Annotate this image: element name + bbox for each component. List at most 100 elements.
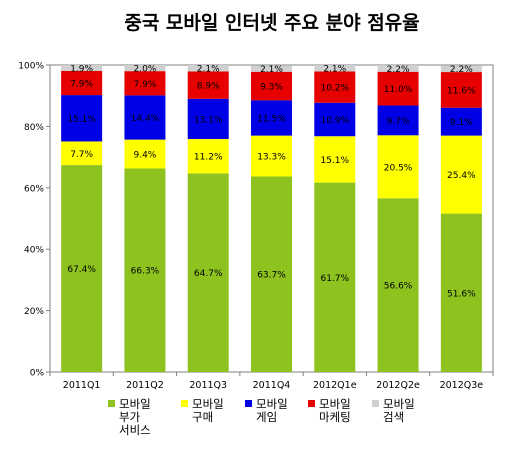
- bar-segment: [61, 65, 103, 71]
- y-tick-label: 20%: [24, 307, 44, 317]
- bar-segment: [251, 135, 292, 177]
- legend-label: 모바일: [256, 397, 288, 411]
- data-label: 9.7%: [387, 117, 410, 127]
- data-label: 67.4%: [67, 265, 96, 275]
- bar-segment: [187, 138, 229, 174]
- bar-segment: [251, 100, 292, 136]
- data-label: 7.9%: [133, 80, 156, 90]
- bar-segment: [61, 141, 103, 166]
- bar-segment: [377, 71, 419, 106]
- data-label: 13.1%: [194, 115, 223, 125]
- data-label: 10.2%: [320, 84, 349, 94]
- data-label: 7.7%: [70, 150, 93, 160]
- bar-segment: [124, 65, 166, 72]
- bar-segment: [377, 135, 419, 199]
- data-label: 63.7%: [257, 271, 286, 281]
- legend-swatch: [308, 400, 315, 407]
- bar-segment: [440, 65, 482, 73]
- data-label: 2.1%: [323, 65, 346, 75]
- data-label: 66.3%: [131, 267, 160, 277]
- data-label: 9.3%: [260, 83, 283, 93]
- legend-label: 부가: [119, 410, 141, 424]
- data-label: 11.0%: [384, 85, 413, 95]
- bar-segment: [314, 65, 356, 72]
- data-label: 2.1%: [260, 65, 283, 75]
- data-label: 8.9%: [197, 82, 220, 92]
- bar-segment: [314, 182, 356, 372]
- bar-segment: [124, 95, 166, 140]
- bar-segment: [440, 107, 482, 136]
- bar-segment: [61, 70, 103, 96]
- data-label: 61.7%: [320, 274, 349, 284]
- bar-segment: [314, 102, 356, 137]
- bar-segment: [251, 176, 292, 372]
- legend-swatch: [245, 400, 252, 407]
- bar-segment: [61, 165, 103, 372]
- data-label: 11.5%: [257, 114, 286, 124]
- data-label: 56.6%: [384, 282, 413, 292]
- bar-segment: [61, 95, 103, 142]
- x-tick-label: 2011Q3: [189, 380, 227, 391]
- data-label: 11.2%: [194, 153, 223, 163]
- bar-segment: [377, 198, 419, 372]
- data-label: 9.1%: [450, 118, 473, 128]
- data-label: 11.6%: [447, 86, 476, 96]
- bar-segment: [124, 71, 166, 96]
- bar-segment: [187, 65, 229, 72]
- legend-label: 검색: [383, 410, 404, 424]
- bar-segment: [314, 136, 356, 183]
- legend-swatch: [108, 400, 115, 407]
- data-label: 1.9%: [70, 64, 93, 74]
- y-tick-label: 40%: [24, 246, 44, 256]
- data-label: 2.0%: [133, 65, 156, 75]
- bar-segment: [187, 98, 229, 139]
- bar-segment: [251, 71, 292, 101]
- x-tick-label: 2012Q1e: [313, 380, 357, 391]
- data-label: 7.9%: [70, 79, 93, 89]
- data-label: 10.9%: [320, 116, 349, 126]
- legend-label: 모바일: [192, 397, 224, 411]
- y-tick-label: 100%: [18, 62, 44, 72]
- x-tick-label: 2012Q2e: [376, 380, 420, 391]
- x-tick-label: 2011Q4: [253, 380, 291, 391]
- bar-segment: [251, 65, 292, 72]
- data-label: 51.6%: [447, 289, 476, 299]
- bar-segment: [187, 173, 229, 372]
- data-label: 15.1%: [320, 156, 349, 166]
- data-label: 64.7%: [194, 269, 223, 279]
- legend-label: 구매: [192, 410, 213, 424]
- bar-segment: [440, 213, 482, 372]
- bar-segment: [124, 139, 166, 169]
- x-tick-label: 2012Q3e: [440, 380, 484, 391]
- bar-segment: [377, 105, 419, 136]
- x-tick-label: 2011Q1: [63, 380, 101, 391]
- data-label: 15.1%: [67, 115, 96, 125]
- y-tick-label: 60%: [24, 184, 44, 194]
- bar-segment: [440, 72, 482, 108]
- data-label: 2.2%: [450, 65, 473, 75]
- x-tick-label: 2011Q2: [126, 380, 164, 391]
- bar-segment: [314, 71, 356, 103]
- data-label: 20.5%: [384, 163, 413, 173]
- y-tick-label: 80%: [24, 123, 44, 133]
- legend-swatch: [181, 400, 188, 407]
- bar-segment: [124, 168, 166, 372]
- legend-label: 모바일: [119, 397, 151, 411]
- legend-label: 서비스: [119, 423, 151, 437]
- data-label: 25.4%: [447, 171, 476, 181]
- data-label: 14.4%: [131, 114, 160, 124]
- data-label: 2.2%: [387, 65, 410, 75]
- legend-label: 게임: [256, 410, 277, 424]
- bar-segment: [440, 135, 482, 214]
- legend-label: 모바일: [319, 397, 351, 411]
- chart-title: 중국 모바일 인터넷 주요 분야 점유율: [124, 12, 419, 34]
- bar-segment: [377, 65, 419, 72]
- y-tick-label: 0%: [30, 369, 45, 379]
- data-label: 13.3%: [257, 153, 286, 163]
- legend-label: 모바일: [383, 397, 415, 411]
- bar-segment: [187, 71, 229, 99]
- data-label: 9.4%: [133, 151, 156, 161]
- legend-label: 마케팅: [319, 410, 351, 424]
